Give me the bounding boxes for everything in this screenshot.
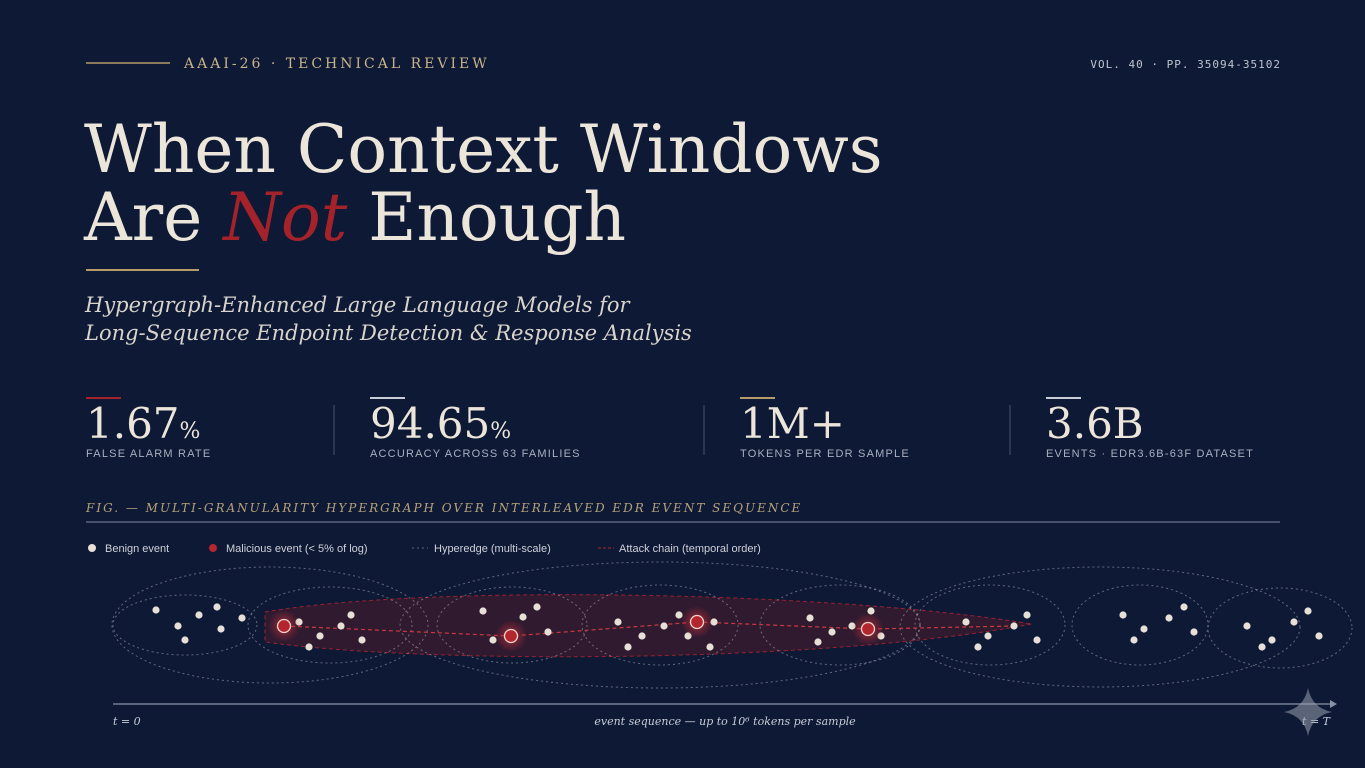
hyperedge: [759, 584, 921, 666]
event: [1023, 611, 1031, 619]
title-line: When Context Windows: [84, 111, 883, 188]
benign-events: [152, 603, 1323, 651]
event: [195, 611, 203, 619]
event: [1119, 611, 1127, 619]
stat-label: FALSE ALARM RATE: [86, 448, 211, 460]
axis-label: event sequence — up to 10⁶ tokens per sa…: [594, 715, 856, 728]
stat-number: 1.67: [86, 399, 180, 448]
event: [828, 628, 836, 636]
stat-label: EVENTS · EDR3.6B-63F DATASET: [1046, 448, 1254, 460]
event: [675, 611, 683, 619]
event: [1268, 636, 1276, 644]
event: [213, 603, 221, 611]
title-emphasis: Not: [221, 179, 347, 256]
event: [347, 611, 355, 619]
title-word: Are: [83, 179, 202, 256]
volume: VOL. 40 · PP. 35094-35102: [1090, 58, 1281, 71]
event: [238, 614, 246, 622]
stat-value: 1.67%: [86, 399, 200, 448]
hyperedge: [399, 561, 921, 689]
subtitle: Long-Sequence Endpoint Detection & Respo…: [84, 321, 692, 345]
event: [1190, 628, 1198, 636]
event: [337, 622, 345, 630]
event: [305, 643, 313, 651]
figure-caption: FIG. — MULTI-GRANULARITY HYPERGRAPH OVER…: [85, 501, 802, 515]
hyperedge: [899, 566, 1301, 688]
legend-swatch: [88, 544, 96, 552]
event: [1304, 607, 1312, 615]
hypergraph: [111, 561, 1353, 689]
event: [806, 614, 814, 622]
event: [1130, 636, 1138, 644]
event: [814, 638, 822, 646]
event: [984, 632, 992, 640]
event: [479, 607, 487, 615]
axis-start: t = 0: [113, 715, 141, 728]
axis-arrow: [1330, 700, 1337, 708]
event: [962, 618, 970, 626]
hyperedge: [1207, 587, 1353, 669]
event: [1033, 636, 1041, 644]
event: [614, 618, 622, 626]
hyperedge: [436, 586, 588, 664]
event: [533, 603, 541, 611]
stat-unit: %: [490, 419, 511, 444]
hyperedge: [111, 566, 429, 684]
title-line: Are Not Enough: [83, 179, 626, 256]
event: [217, 625, 225, 633]
malicious-events: [268, 606, 884, 652]
malicious-event: [689, 614, 705, 630]
malicious-event: [503, 628, 519, 644]
event: [181, 636, 189, 644]
hyperedge: [581, 584, 739, 666]
event: [867, 607, 875, 615]
event: [544, 628, 552, 636]
hyperedge: [914, 584, 1066, 666]
legend-label: Benign event: [105, 543, 169, 555]
event: [624, 643, 632, 651]
stat-value: 94.65%: [370, 399, 511, 448]
star-ornament: [1284, 688, 1332, 736]
malicious-event: [276, 618, 292, 634]
event: [638, 632, 646, 640]
legend-label: Malicious event (< 5% of log): [226, 543, 368, 555]
event: [316, 632, 324, 640]
malicious-event: [860, 621, 876, 637]
stat-label: TOKENS PER EDR SAMPLE: [740, 448, 910, 460]
title-word: Enough: [368, 179, 626, 256]
stat-value: 3.6B: [1046, 399, 1144, 448]
event: [974, 643, 982, 651]
event: [519, 613, 527, 621]
event: [706, 643, 714, 651]
event: [358, 636, 366, 644]
event: [1315, 632, 1323, 640]
stat-label: ACCURACY ACROSS 63 FAMILIES: [370, 448, 581, 460]
stat-value: 1M+: [740, 399, 845, 448]
event: [489, 636, 497, 644]
hyperedge: [112, 594, 258, 656]
subtitle: Hypergraph-Enhanced Large Language Model…: [84, 293, 632, 317]
venue: AAAI-26 · TECHNICAL REVIEW: [183, 56, 490, 72]
event: [1243, 622, 1251, 630]
legend-label: Hyperedge (multi-scale): [434, 543, 551, 555]
event: [1180, 603, 1188, 611]
event: [1010, 622, 1018, 630]
stat-unit: %: [180, 419, 201, 444]
legend-label: Attack chain (temporal order): [619, 543, 761, 555]
event: [1258, 643, 1266, 651]
hyperedge: [1071, 584, 1209, 666]
legend-swatch: [209, 544, 217, 552]
hyperedge: [247, 586, 413, 664]
event: [1165, 614, 1173, 622]
event: [174, 622, 182, 630]
stat-number: 94.65: [370, 399, 490, 448]
event: [660, 622, 668, 630]
event: [1140, 625, 1148, 633]
event: [1290, 618, 1298, 626]
event: [152, 606, 160, 614]
